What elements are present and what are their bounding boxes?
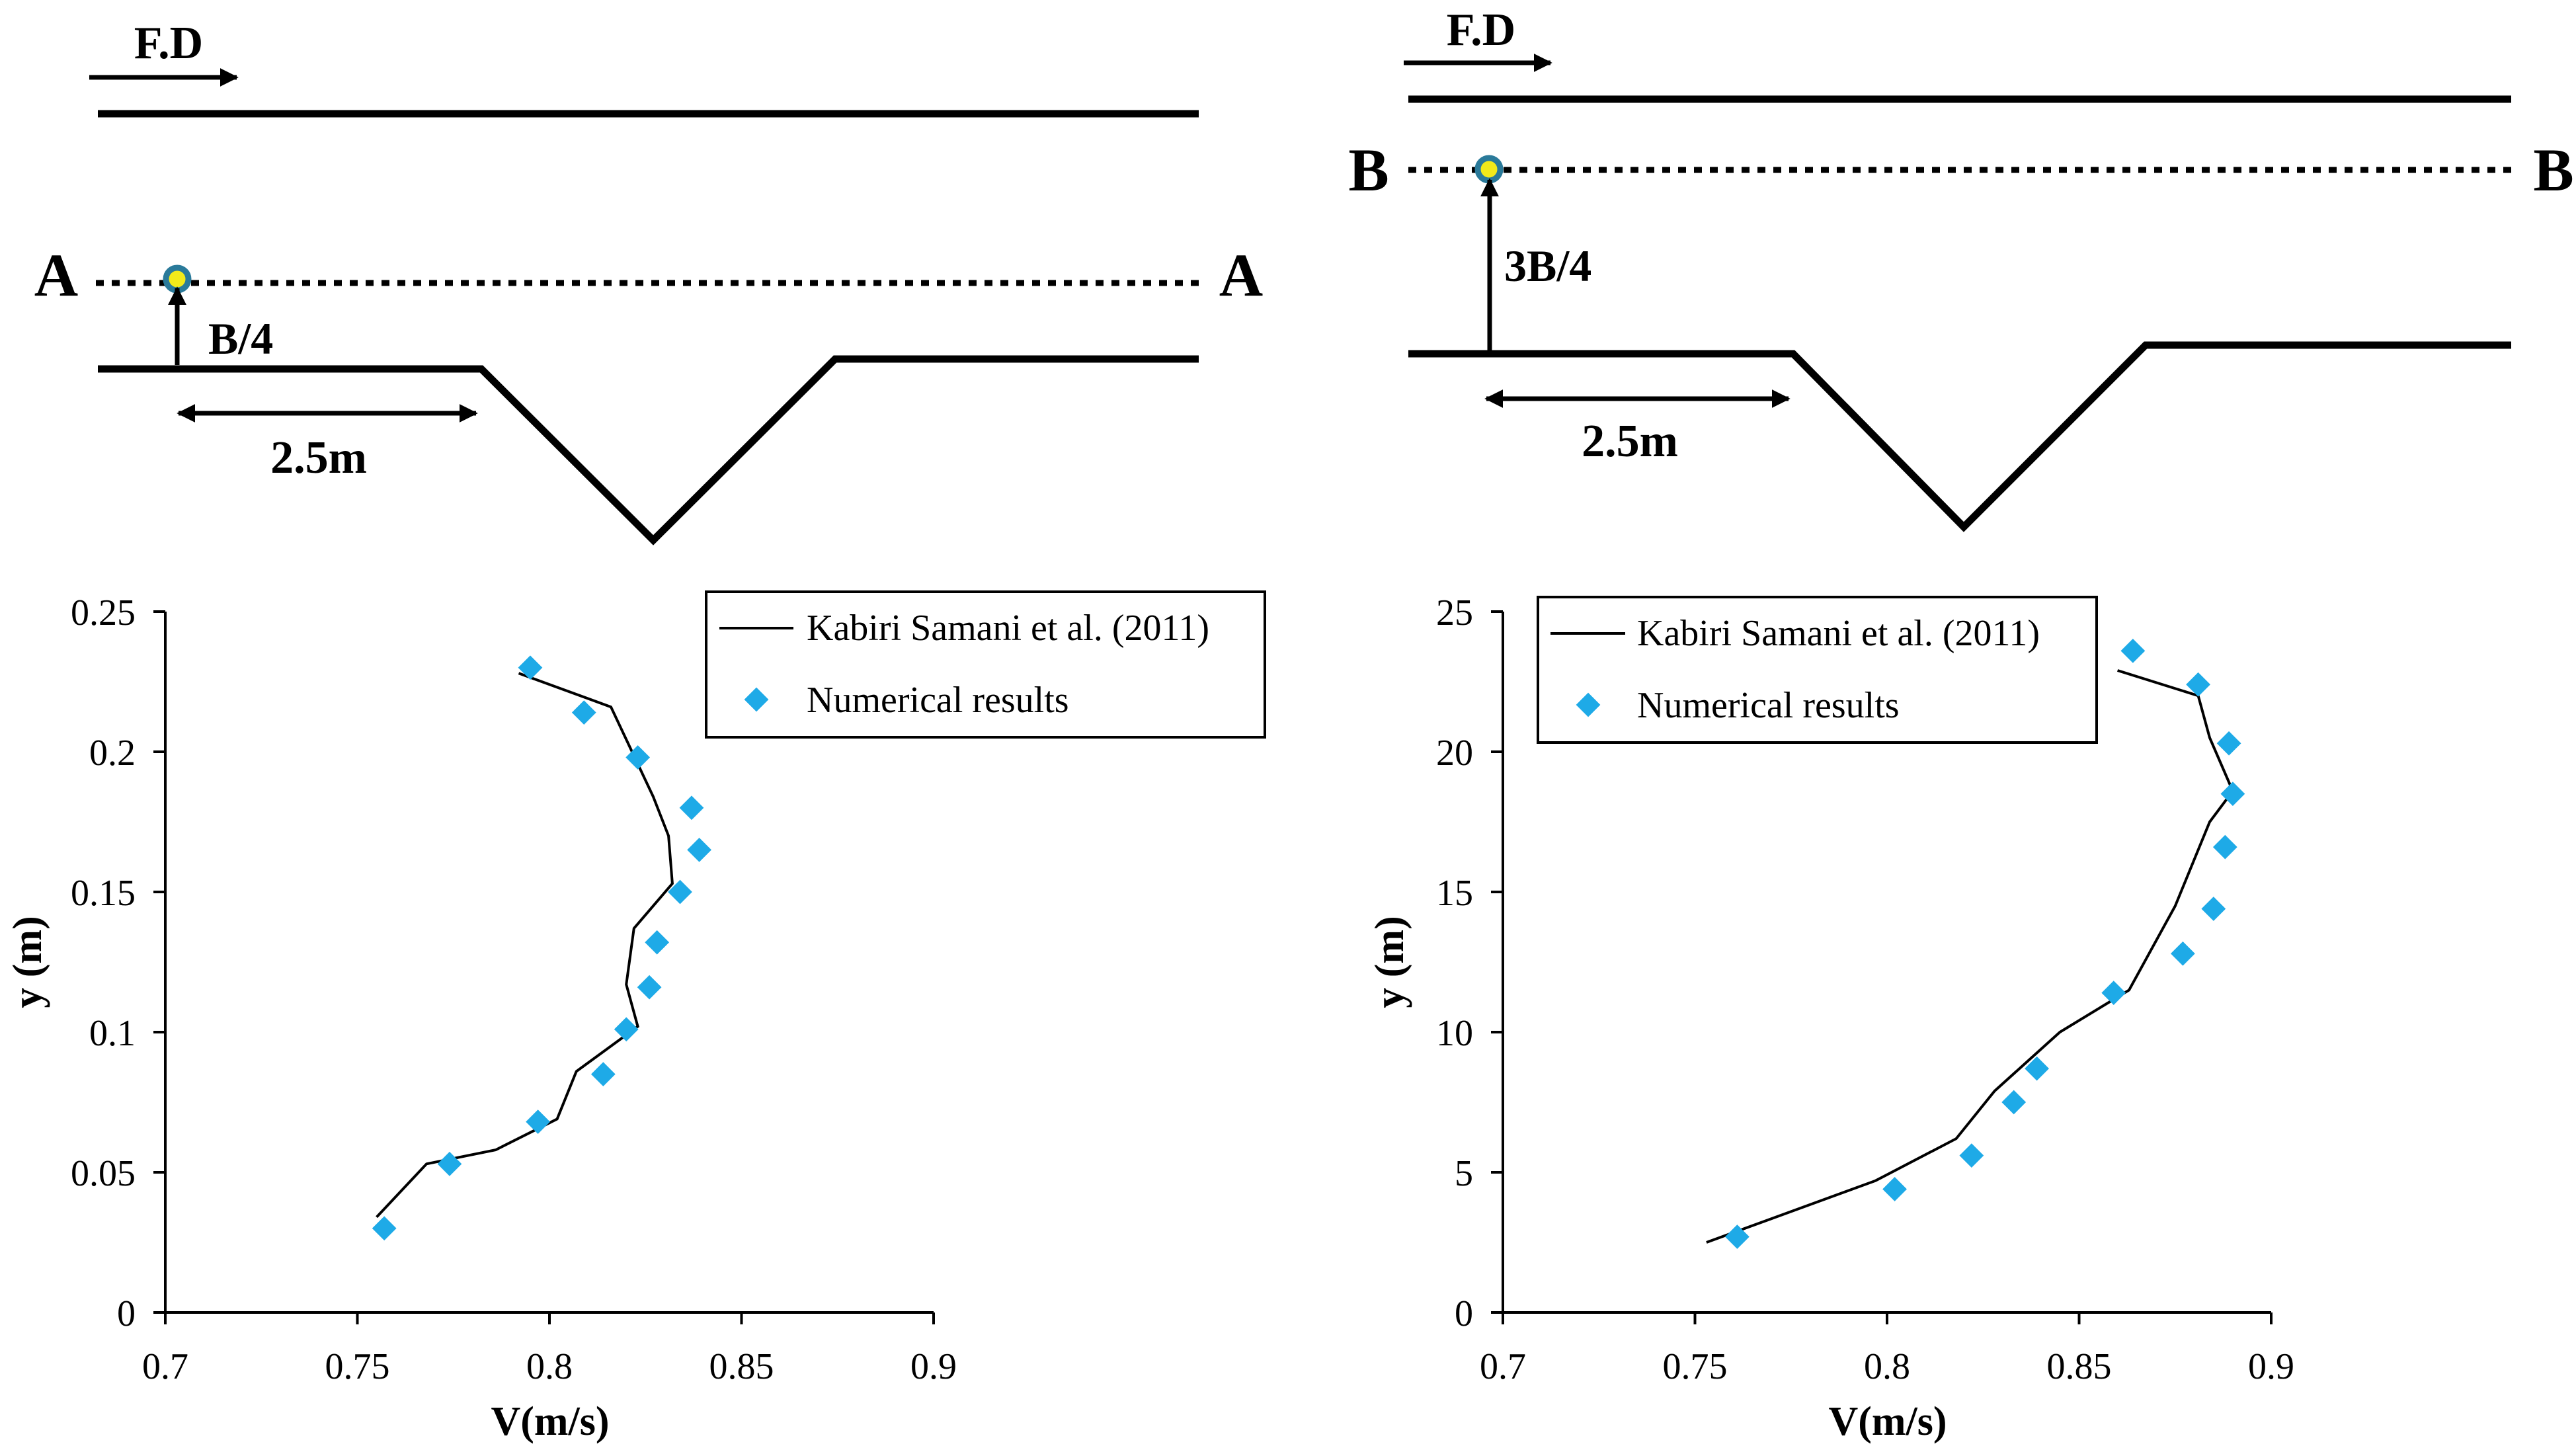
y-tick-label: 10 [1436,1013,1473,1054]
legend-box [1537,596,2098,744]
section-label-b-left: B [1348,136,1389,204]
x-tick-label: 0.7 [1480,1346,1526,1387]
y-tick-label: 0.1 [89,1013,136,1054]
y-tick-label: 0 [1455,1293,1473,1334]
x-tick-label: 0.85 [2047,1346,2112,1387]
x-tick-label: 0.9 [2248,1346,2294,1387]
data-point-numerical [614,1017,639,1042]
data-point-numerical [1959,1143,1984,1168]
y-axis-title: y (m) [1367,916,1412,1008]
data-point-numerical [2120,639,2146,663]
x-axis-title: V(m/s) [1828,1399,1947,1444]
x-axis-title: V(m/s) [491,1399,609,1444]
x-tick-label: 0.75 [325,1346,390,1387]
chart-b: 0 5 10 15 20 25 0.7 0.75 0.8 0.85 0.9 y (m) V(m/s… [1367,592,2294,1444]
y-tick-label: 0.2 [89,733,136,774]
y-tick-label: 5 [1455,1153,1473,1194]
channel-bed-profile [1408,341,2511,532]
legend-label-scatter: Numerical results [1637,685,1900,726]
legend-marker-swatch [744,687,769,712]
legend-box [705,590,1266,739]
offset-label: B/4 [208,313,273,364]
offset-label: 3B/4 [1504,241,1591,291]
data-point-numerical [679,795,704,821]
y-tick-label: 0.15 [71,873,136,914]
data-point-numerical [2220,782,2245,806]
section-label-a-left: A [34,241,78,309]
x-tick-label: 0.8 [526,1346,573,1387]
x-tick-label: 0.9 [910,1346,957,1387]
legend-marker-swatch [1576,692,1601,717]
data-point-numerical [518,655,543,680]
channel-bed-profile [98,355,1199,545]
data-point-numerical [372,1216,397,1241]
y-tick-label: 20 [1436,733,1473,774]
flow-direction-label: F.D [134,18,203,69]
data-point-numerical [2212,834,2237,860]
data-point-numerical [687,838,711,862]
data-point-numerical [1882,1177,1907,1201]
x-tick-label: 0.8 [1864,1346,1910,1387]
section-label-a-right: A [1219,241,1263,309]
data-point-numerical [637,975,662,1000]
data-point-numerical [668,879,692,905]
y-axis-title: y (m) [5,916,50,1008]
flow-direction-label: F.D [1447,5,1515,56]
data-point-numerical [1725,1225,1750,1249]
distance-label: 2.5m [1582,416,1678,467]
data-point-numerical [2186,672,2210,697]
data-point-numerical [2025,1056,2049,1081]
data-point-numerical [645,930,670,955]
data-point-numerical [437,1151,462,1176]
data-point-numerical [590,1062,616,1087]
x-tick-label: 0.75 [1663,1346,1728,1387]
y-tick-label: 0.25 [71,592,136,633]
series-line-kabiri-samani [1706,669,2235,1244]
x-tick-label: 0.7 [142,1346,188,1387]
data-point-numerical [2101,981,2126,1006]
legend-label-line: Kabiri Samani et al. (2011) [807,608,1209,649]
schematic-b: F.D B B 3B/4 2.5m [1348,5,2574,532]
probe-point-icon [1474,155,1504,184]
data-point-numerical [625,745,651,770]
chart-a: 0 0.05 0.1 0.15 0.2 0.25 0.7 0.75 0.8 0.85 0.9 y … [5,590,1266,1444]
y-tick-label: 0.05 [71,1153,136,1194]
y-tick-label: 25 [1436,592,1473,633]
probe-point-icon [163,264,192,294]
y-tick-label: 0 [117,1293,136,1334]
y-tick-label: 15 [1436,873,1473,914]
data-point-numerical [571,700,596,725]
data-point-numerical [2001,1090,2027,1115]
legend: Kabiri Samani et al. (2011) Numerical re… [705,590,1266,739]
section-label-b-right: B [2533,136,2573,204]
legend: Kabiri Samani et al. (2011) Numerical re… [1537,596,2098,744]
series-line-kabiri-samani [376,672,674,1219]
schematic-a: F.D A A B/4 2.5m [34,18,1263,545]
legend-label-line: Kabiri Samani et al. (2011) [1637,613,2040,654]
distance-label: 2.5m [270,432,367,483]
data-point-numerical [2216,731,2241,756]
data-point-numerical [2171,941,2195,966]
legend-label-scatter: Numerical results [807,680,1069,721]
x-tick-label: 0.85 [709,1346,774,1387]
data-point-numerical [2201,897,2226,921]
data-point-numerical [526,1109,550,1135]
